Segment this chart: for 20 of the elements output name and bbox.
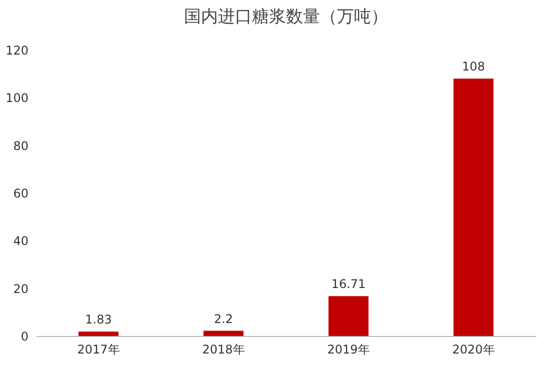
data-label: 1.83 (85, 312, 112, 327)
data-label: 16.71 (331, 277, 366, 292)
y-tick-label: 40 (13, 234, 28, 248)
bar (78, 332, 118, 336)
y-tick-label: 100 (6, 91, 28, 106)
bar (204, 330, 244, 336)
x-tick-label: 2017年 (77, 342, 120, 356)
bar (328, 296, 368, 336)
y-tick-label: 60 (13, 186, 28, 200)
y-tick-label: 80 (13, 138, 28, 153)
x-tick-label: 2019年 (327, 342, 370, 356)
x-tick-label: 2020年 (452, 342, 495, 356)
y-tick-label: 0 (20, 330, 28, 344)
data-label: 108 (462, 60, 485, 74)
data-label: 2.2 (214, 312, 234, 326)
x-tick-label: 2018年 (202, 342, 245, 356)
chart-title: 国内进口糖浆数量（万吨） (184, 7, 388, 27)
bar (454, 78, 494, 336)
y-tick-label: 20 (13, 282, 28, 296)
y-tick-label: 120 (6, 44, 28, 58)
